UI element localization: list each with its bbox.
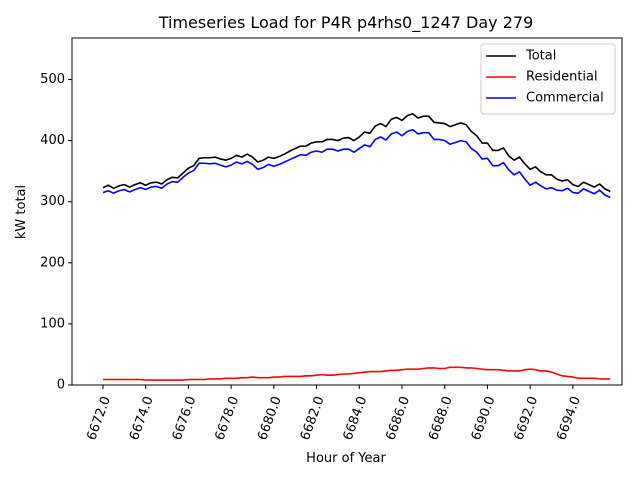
legend-label-residential: Residential [526,70,598,85]
legend-label-commercial: Commercial [526,91,604,106]
chart-title: Timeseries Load for P4R p4rhs0_1247 Day … [158,13,534,33]
y-tick-label: 300 [40,194,65,209]
series-line-commercial [102,128,611,199]
series-layer [102,112,611,381]
legend: Total Residential Commercial [480,43,616,115]
series-line-residential [102,366,611,381]
y-tick-label: 400 [40,133,65,148]
y-tick-label: 200 [40,255,65,270]
y-axis: 0 100 200 300 400 500 [40,72,72,393]
y-tick-label: 0 [57,378,65,393]
x-axis-label: Hour of Year [306,451,386,466]
y-axis-label: kW total [14,185,29,239]
legend-box [480,43,616,115]
axes-frame [71,37,623,386]
legend-label-total: Total [525,49,556,64]
series-line-total [102,112,611,193]
y-tick-label: 100 [40,316,65,331]
y-tick-label: 500 [40,72,65,87]
